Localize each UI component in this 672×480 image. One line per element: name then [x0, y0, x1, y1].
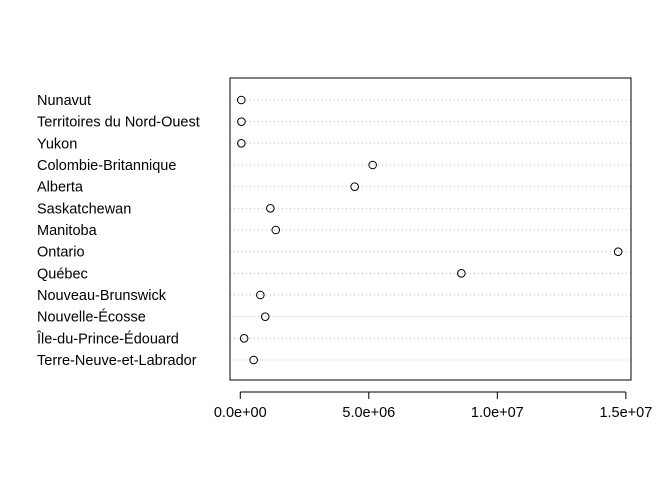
data-points [236, 95, 623, 365]
data-point [350, 182, 359, 191]
data-point [249, 355, 258, 365]
category-label: Île-du-Prince-Édouard [36, 330, 179, 347]
plot-frame [229, 77, 632, 381]
grid-lines [230, 99, 631, 361]
data-point [239, 334, 249, 343]
data-point [613, 247, 623, 256]
x-tick-label: 1.5e+07 [599, 405, 652, 421]
category-label: Nouveau-Brunswick [37, 288, 167, 304]
data-point [256, 290, 265, 300]
category-label: Alberta [37, 180, 84, 196]
category-label: Saskatchewan [37, 201, 131, 217]
category-label: Nunavut [37, 93, 91, 109]
category-label: Québec [37, 266, 88, 282]
data-point [266, 204, 275, 213]
data-point [237, 139, 246, 148]
data-point [237, 117, 246, 126]
category-label: Manitoba [37, 223, 98, 239]
x-axis: 0.0e+00 5.0e+06 1.0e+07 1.5e+07 [214, 391, 652, 421]
data-point [368, 160, 377, 170]
x-tick-label: 5.0e+06 [342, 405, 395, 421]
category-label: Territoires du Nord-Ouest [37, 115, 200, 131]
category-label: Colombie-Britannique [37, 158, 176, 174]
data-point [271, 225, 281, 235]
category-label: Yukon [37, 136, 77, 152]
data-point [236, 95, 246, 105]
category-labels: Terre-Neuve-et-Labrador Île-du-Prince-Édo… [36, 93, 200, 369]
category-label: Ontario [37, 245, 85, 261]
x-tick-label: 0.0e+00 [214, 405, 267, 421]
x-tick-label: 1.0e+07 [471, 405, 524, 421]
category-label: Nouvelle-Écosse [37, 309, 146, 326]
category-label: Terre-Neuve-et-Labrador [37, 353, 197, 369]
data-point [457, 269, 466, 278]
data-point [260, 312, 270, 321]
